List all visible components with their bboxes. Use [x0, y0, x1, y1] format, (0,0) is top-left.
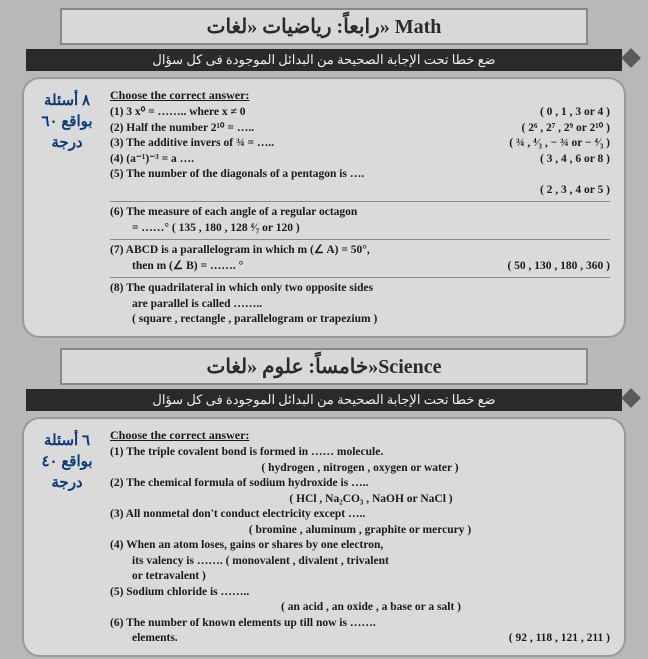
question-row: elements. ( 92 , 118 , 121 , 211 ): [110, 631, 610, 647]
question-options: ( HCl , Na₂CO₃ , NaOH or NaCl ): [110, 492, 610, 508]
science-instruction: ضع خطا تحت الإجابة الصحيحة من البدائل ال…: [26, 389, 622, 411]
question-row: (4) (a⁻¹)⁻³ = a …. ( 3 , 4 , 6 or 8 ): [110, 152, 610, 168]
question-text: or tetravalent ): [110, 569, 610, 585]
divider: [110, 201, 610, 202]
question-text: (5) The number of the diagonals of a pen…: [110, 167, 610, 183]
question-options: ( an acid , an oxide , a base or a salt …: [110, 600, 610, 616]
question-text: (1) The triple covalent bond is formed i…: [110, 445, 610, 461]
question-text: (6) The number of known elements up till…: [110, 616, 610, 632]
sidebar-line: بواقع ٤٠: [32, 452, 102, 473]
sidebar-line: درجة: [32, 133, 102, 154]
math-instruction: ضع خطا تحت الإجابة الصحيحة من البدائل ال…: [26, 49, 622, 71]
science-box: ٦ أسئلة بواقع ٤٠ درجة Choose the correct…: [22, 417, 626, 657]
sidebar-line: ٦ أسئلة: [32, 431, 102, 452]
math-box: ٨ أسئلة بواقع ٦٠ درجة Choose the correct…: [22, 77, 626, 338]
question-row: (3) The additive invers of ¾ = ….. ( ¾ ,…: [110, 136, 610, 152]
question-options: ( 3 , 4 , 6 or 8 ): [540, 152, 610, 168]
question-row: then m (∠ B) = ……. ° ( 50 , 130 , 180 , …: [110, 259, 610, 275]
question-row: (2) Half the number 2¹⁰ = ….. ( 2⁶ , 2⁷ …: [110, 121, 610, 137]
sidebar-line: درجة: [32, 473, 102, 494]
question-text: = ……° ( 135 , 180 , 128 ⁴⁄₇ or 120 ): [110, 221, 610, 237]
question-text: (4) When an atom loses, gains or shares …: [110, 538, 610, 554]
question-text: (7) ABCD is a parallelogram in which m (…: [110, 243, 610, 259]
question-text: (4) (a⁻¹)⁻³ = a ….: [110, 152, 534, 168]
question-options: ( 50 , 130 , 180 , 360 ): [507, 259, 610, 275]
question-text: (2) The chemical formula of sodium hydro…: [110, 476, 610, 492]
science-header: خامساً: علوم «لغات»Science: [60, 348, 588, 385]
question-text: (6) The measure of each angle of a regul…: [110, 205, 610, 221]
question-text: elements.: [132, 631, 503, 647]
question-text: (2) Half the number 2¹⁰ = …..: [110, 121, 516, 137]
question-options: ( 2⁶ , 2⁷ , 2⁹ or 2¹⁰ ): [522, 121, 610, 137]
question-row: (1) 3 x⁰ = …….. where x ≠ 0 ( 0 , 1 , 3 …: [110, 105, 610, 121]
question-options: ( 0 , 1 , 3 or 4 ): [540, 105, 610, 121]
question-options: ( ¾ , ⁴⁄₃ , − ¾ or − ⁴⁄₃ ): [509, 136, 610, 152]
math-questions: Choose the correct answer: (1) 3 x⁰ = ………: [110, 87, 610, 328]
divider: [110, 277, 610, 278]
science-sidebar: ٦ أسئلة بواقع ٤٠ درجة: [32, 427, 102, 647]
question-options: ( 2 , 3 , 4 or 5 ): [110, 183, 610, 199]
sidebar-line: بواقع ٦٠: [32, 112, 102, 133]
question-options: ( hydrogen , nitrogen , oxygen or water …: [110, 461, 610, 477]
math-header: رابعاً: رياضيات «لغات» Math: [60, 8, 588, 45]
question-text: (3) The additive invers of ¾ = …..: [110, 136, 503, 152]
question-text: (3) All nonmetal don't conduct electrici…: [110, 507, 610, 523]
choose-title: Choose the correct answer:: [110, 427, 610, 443]
question-text: (1) 3 x⁰ = …….. where x ≠ 0: [110, 105, 534, 121]
math-sidebar: ٨ أسئلة بواقع ٦٠ درجة: [32, 87, 102, 328]
sidebar-line: ٨ أسئلة: [32, 91, 102, 112]
divider: [110, 239, 610, 240]
question-text: are parallel is called ……..: [110, 297, 610, 313]
question-text: (5) Sodium chloride is ……..: [110, 585, 610, 601]
question-text: then m (∠ B) = ……. °: [132, 259, 501, 275]
question-text: its valency is ……. ( monovalent , divale…: [110, 554, 610, 570]
choose-title: Choose the correct answer:: [110, 87, 610, 103]
science-questions: Choose the correct answer: (1) The tripl…: [110, 427, 610, 647]
question-options: ( 92 , 118 , 121 , 211 ): [509, 631, 610, 647]
question-options: ( bromine , aluminum , graphite or mercu…: [110, 523, 610, 539]
question-options: ( square , rectangle , parallelogram or …: [110, 312, 610, 328]
question-text: (8) The quadrilateral in which only two …: [110, 281, 610, 297]
